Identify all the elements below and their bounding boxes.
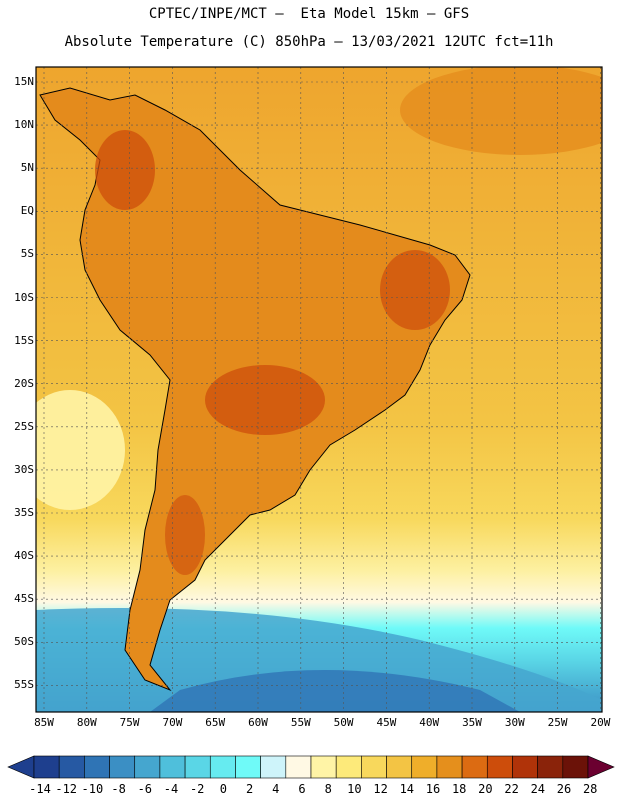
lat-label: 50S — [14, 635, 34, 649]
colorbar-arrow-high — [587, 755, 615, 779]
colorbar-swatch — [361, 755, 387, 779]
colorbar-swatch — [159, 755, 186, 779]
colorbar-label: 0 — [219, 782, 227, 796]
lat-label: 10N — [14, 118, 34, 132]
colorbar-swatch — [260, 755, 287, 779]
lon-label: 65W — [205, 716, 226, 729]
colorbar-label: 26 — [556, 782, 572, 796]
colorbar-swatch — [486, 755, 513, 779]
colorbar-swatch — [411, 755, 438, 779]
lat-label: 30S — [14, 462, 34, 476]
lon-label: 50W — [333, 716, 354, 729]
lon-label: 40W — [419, 716, 440, 729]
lat-label: 20S — [14, 376, 34, 390]
lon-label: 55W — [290, 716, 311, 729]
colorbar-swatch — [84, 755, 110, 779]
lon-label: 75W — [119, 716, 140, 729]
lon-label: 35W — [462, 716, 482, 729]
warm-atlantic-band — [400, 67, 602, 155]
colorbar-label: 4 — [272, 782, 280, 796]
colorbar-swatch — [386, 755, 413, 779]
colorbar-label: 20 — [478, 782, 493, 796]
colorbar-swatch — [33, 755, 60, 779]
colorbar-swatch — [537, 755, 564, 779]
colorbar-label: -4 — [163, 782, 179, 796]
colorbar-swatch — [285, 755, 312, 779]
lat-label: 15N — [14, 75, 34, 88]
chart-title-line1: CPTEC/INPE/MCT – Eta Model 15km – GFS — [148, 6, 470, 22]
lat-label: 15S — [14, 333, 34, 347]
lat-label: 5S — [20, 247, 34, 261]
lat-label: 40S — [14, 549, 34, 563]
colorbar-label: 2 — [245, 782, 254, 796]
colorbar-swatch — [209, 755, 236, 779]
lat-label: 25S — [14, 419, 34, 433]
colorbar-label: -10 — [81, 782, 104, 796]
colder-core — [150, 670, 520, 712]
colorbar-swatch — [235, 755, 261, 779]
colorbar-swatch — [436, 755, 463, 779]
map-frame — [35, 66, 603, 713]
colorbar-label: 22 — [504, 782, 519, 796]
colorbar-label: 6 — [298, 782, 306, 796]
colorbar-label: 10 — [347, 782, 362, 796]
hot-core-chaco — [205, 365, 325, 435]
colorbar-swatch — [461, 755, 488, 779]
colorbar-label: -12 — [55, 782, 78, 796]
hot-core-northeast — [380, 250, 450, 330]
lon-label: 30W — [504, 716, 525, 729]
colorbar-label: 28 — [582, 782, 598, 796]
colorbar-swatch — [310, 755, 337, 779]
colorbar-label: -14 — [29, 782, 51, 796]
lat-label: 55S — [14, 678, 34, 692]
lat-label: 35S — [14, 506, 34, 519]
lon-label: 80W — [76, 716, 97, 729]
colorbar-swatch — [58, 755, 85, 779]
lat-label: 45S — [14, 592, 34, 606]
lon-label: 20W — [590, 716, 611, 729]
colorbar-swatch — [184, 755, 211, 779]
colorbar-label: -8 — [111, 782, 126, 796]
colorbar-label: 24 — [530, 782, 546, 796]
lat-label: 10S — [14, 290, 34, 304]
lat-label: EQ — [20, 204, 34, 218]
cool-pacific-patch — [36, 390, 125, 510]
colorbar-swatch — [134, 755, 161, 779]
colorbar-swatch — [335, 755, 362, 779]
colorbar-label: 8 — [324, 782, 332, 796]
colorbar-swatch — [562, 755, 589, 779]
lon-label: 25W — [547, 716, 568, 729]
lon-label: 45W — [376, 716, 397, 729]
hot-core-patagonia — [165, 495, 205, 575]
colorbar-label: -2 — [189, 782, 205, 796]
hot-core-andes — [95, 130, 155, 210]
graticule — [36, 67, 602, 712]
chart-title-line2: Absolute Temperature (C) 850hPa – 13/03/… — [64, 34, 554, 50]
lon-label: 85W — [34, 716, 54, 729]
colorbar-swatch — [109, 755, 136, 779]
lat-label: 5N — [20, 161, 34, 175]
colorbar-label: 12 — [373, 782, 388, 796]
colorbar-label: -6 — [137, 782, 153, 796]
colorbar-label: 14 — [399, 782, 415, 796]
colorbar-arrow-low — [7, 755, 35, 779]
colorbar-label: 18 — [451, 782, 467, 796]
colorbar — [7, 755, 615, 779]
lon-label: 70W — [162, 716, 183, 729]
lon-label: 60W — [248, 716, 268, 729]
colorbar-label: 16 — [425, 782, 441, 796]
colorbar-swatch — [512, 755, 538, 779]
